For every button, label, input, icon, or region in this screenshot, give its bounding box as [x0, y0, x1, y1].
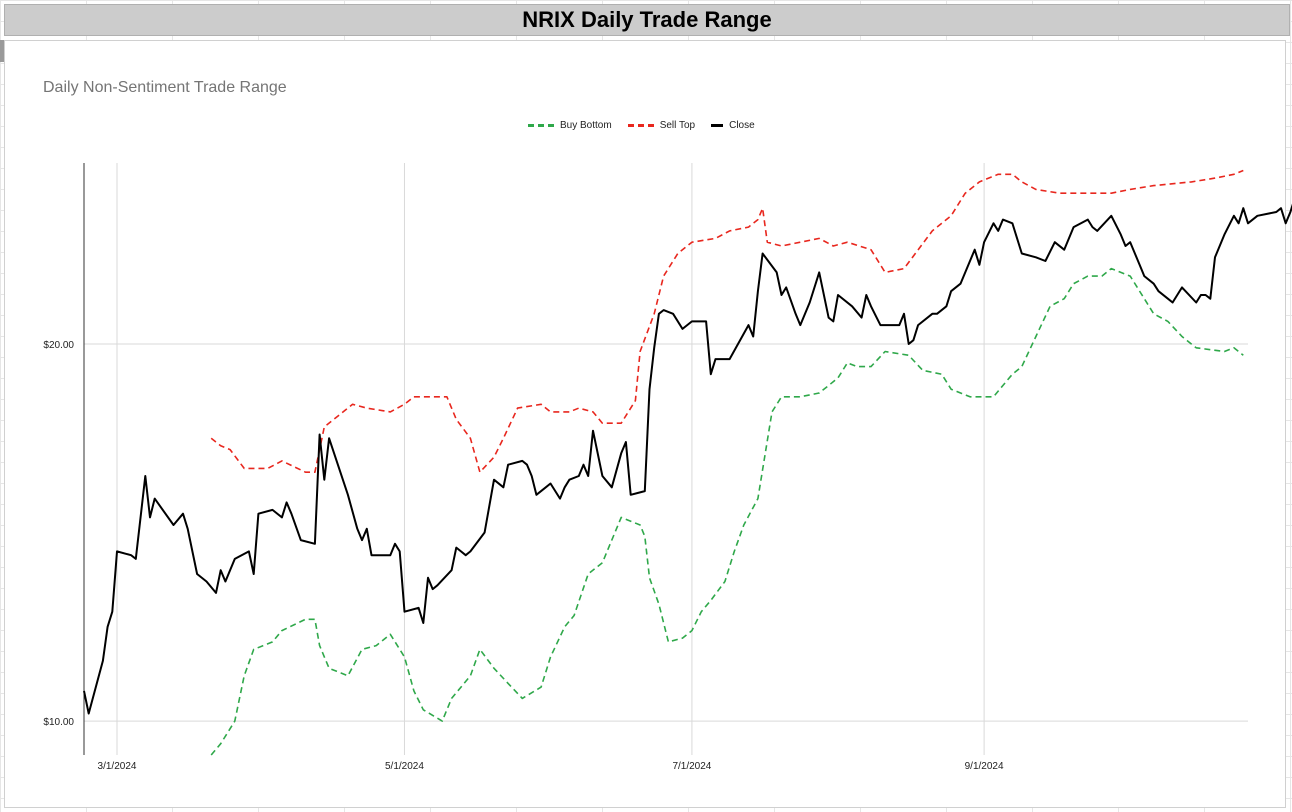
sheet-title-bar: NRIX Daily Trade Range: [4, 4, 1290, 36]
legend-item-close[interactable]: Close: [711, 120, 755, 131]
legend-item-sell-top[interactable]: Sell Top: [627, 120, 696, 131]
y-tick-label-0: $10.00: [43, 717, 74, 728]
chart-legend: Buy Bottom Sell Top Close: [528, 120, 755, 131]
legend-label-sell-top: Sell Top: [659, 120, 696, 131]
chart-title: Daily Non-Sentiment Trade Range: [43, 79, 287, 96]
sheet-title: NRIX Daily Trade Range: [522, 7, 772, 32]
legend-item-buy-bottom[interactable]: Buy Bottom: [528, 120, 612, 131]
chart-container[interactable]: [4, 40, 1286, 808]
series-line-buy-bottom: [210, 267, 1244, 756]
legend-swatch-close: [711, 124, 724, 127]
x-tick-label-2: 7/1/2024: [672, 761, 711, 772]
x-tick-label-0: 3/1/2024: [98, 761, 137, 772]
x-tick-label-1: 5/1/2024: [385, 761, 424, 772]
legend-label-buy-bottom: Buy Bottom: [560, 120, 612, 131]
y-tick-label-1: $20.00: [43, 340, 74, 351]
x-tick-label-3: 9/1/2024: [965, 761, 1004, 772]
legend-label-close: Close: [729, 120, 755, 131]
legend-swatch-sell-top: [627, 124, 654, 127]
legend-swatch-buy-bottom: [528, 124, 554, 127]
series-line-close: [83, 203, 1292, 715]
row-header-notch: [0, 40, 4, 62]
series-line-sell-top: [210, 169, 1244, 474]
